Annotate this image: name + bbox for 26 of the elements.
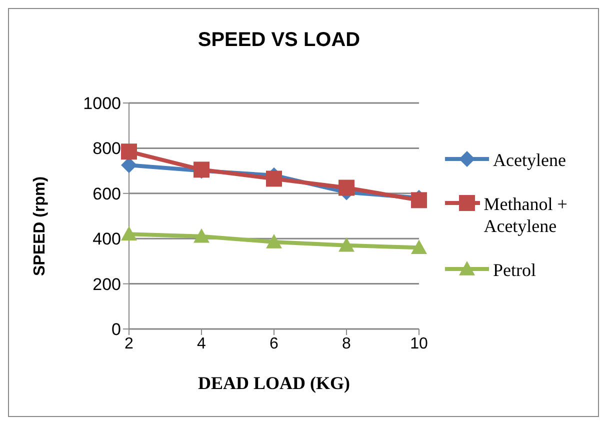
point [411,192,427,208]
legend-label: Acetylene [493,149,566,171]
point [194,228,210,243]
x-tick-label: 8 [342,335,352,352]
x-tick-label: 4 [197,335,206,352]
point [338,180,354,196]
chart-title: SPEED VS LOAD [196,29,362,52]
y-tick-label: 800 [92,139,121,158]
point [121,144,137,160]
point [411,240,427,254]
legend-label: Petrol [493,259,536,281]
y-axis-title: SPEED (rpm) [32,176,49,276]
point [266,170,282,187]
x-axis-title: DEAD LOAD (KG) [198,373,350,393]
x-tick-label: 2 [124,335,134,352]
legend-label: Methanol + Acetylene [484,193,568,237]
y-tick-label: 400 [92,230,121,249]
point [121,226,137,240]
x-tick-label: 6 [270,335,279,352]
point [266,234,282,248]
y-tick-label: 0 [112,320,121,340]
x-tick-label: 10 [410,335,428,352]
y-tick-label: 600 [92,184,121,204]
y-tick-label: 1000 [83,94,121,114]
y-tick-label: 200 [92,274,121,294]
point [338,237,354,252]
